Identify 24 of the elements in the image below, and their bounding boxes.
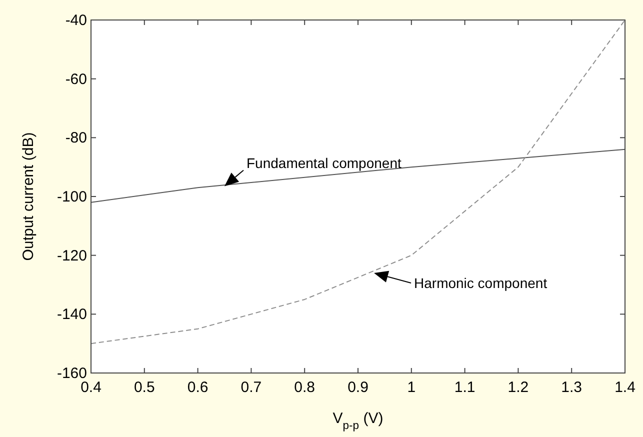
- line-series: [90, 20, 626, 344]
- y-tick-label: -40: [65, 12, 87, 29]
- x-tick-label: 1: [407, 379, 416, 396]
- x-tick-label: 0.7: [240, 379, 262, 396]
- x-tick-label: 0.6: [187, 379, 208, 396]
- annotation: Harmonic component: [414, 274, 548, 291]
- x-axis-title: V$_{p-p}$ (V): [332, 410, 384, 432]
- x-tick-label: 0.8: [294, 379, 316, 396]
- x-tick-label: 1.1: [454, 379, 476, 396]
- x-tick-label: 0.9: [348, 379, 368, 396]
- x-tick-label: 1.4: [614, 379, 636, 396]
- y-tick-label: -120: [56, 247, 87, 264]
- line-series: [90, 148, 626, 203]
- y-tick-label: -160: [56, 365, 87, 382]
- x-tick-label: 0.5: [134, 379, 155, 396]
- y-tick-label: -100: [56, 188, 87, 206]
- x-tick-label: 0.4: [80, 379, 102, 396]
- x-tick-label: 1.2: [508, 379, 529, 396]
- y-tick-label: -60: [65, 70, 87, 88]
- y-tick-label: -140: [56, 306, 87, 324]
- y-axis-title: Output current (dB): [20, 132, 37, 261]
- annotation: Fundamental component: [246, 155, 402, 172]
- y-tick-label: -80: [65, 130, 87, 147]
- x-tick-label: 1.3: [561, 379, 582, 396]
